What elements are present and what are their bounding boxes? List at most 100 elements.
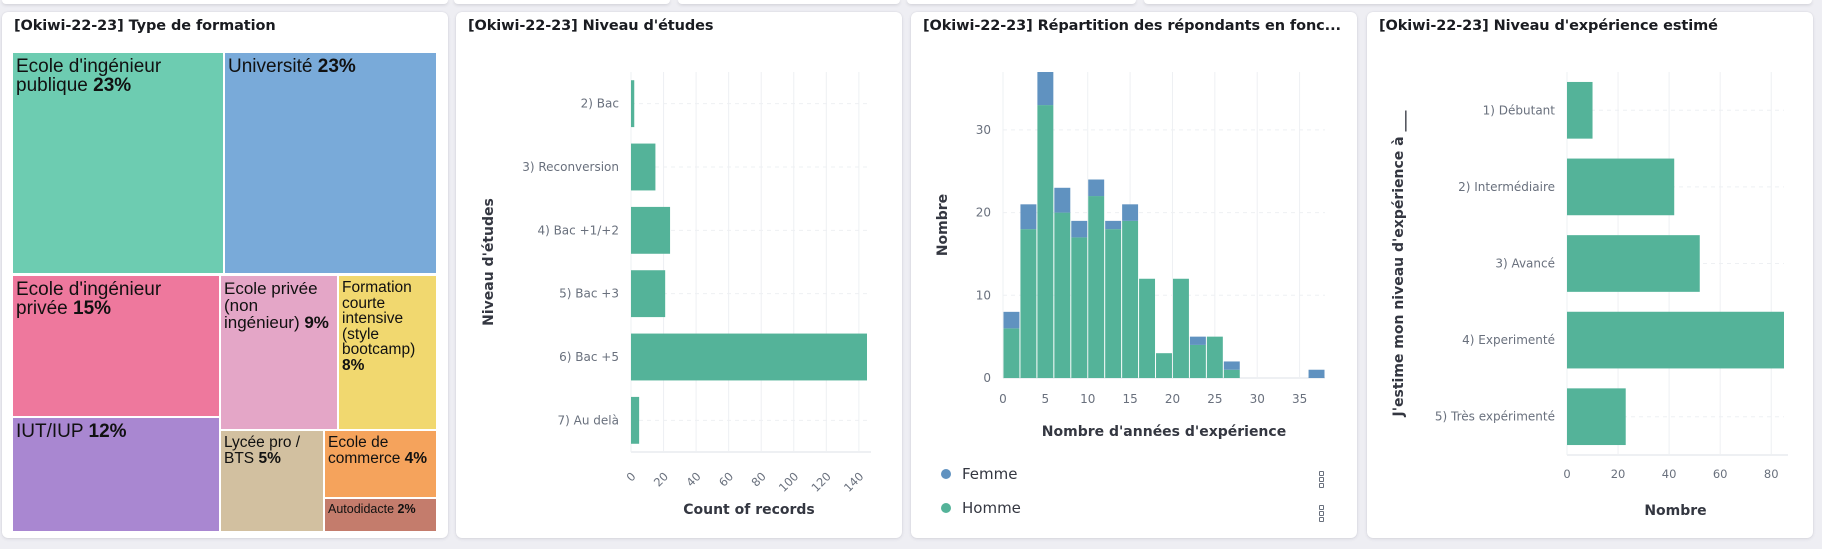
niveau-etudes-bar-chart: 0 20 40 60 80 100 120 140 2) Bac 3) Reconversion 4…	[481, 72, 871, 518]
bar-femme	[1037, 72, 1054, 106]
treemap-percent: 12%	[88, 421, 127, 442]
panel-title: [Okiwi-22-23] Type de formation	[14, 18, 276, 34]
y-tick-label: 10	[976, 288, 991, 302]
x-tick-label: 0	[999, 392, 1007, 406]
x-tick-label: 20	[651, 469, 671, 489]
y-tick-label: 7) Au delà	[558, 413, 619, 427]
experience-histogram: 0 5 10 15 20 25 30 35 0 10 20 30 Nombre d'années d'e…	[935, 72, 1325, 440]
bar-homme	[1088, 196, 1105, 378]
bar-homme	[1189, 344, 1206, 378]
panel-above-3	[678, 0, 900, 4]
bar-homme	[1139, 278, 1156, 378]
x-tick-label: 20	[1165, 392, 1180, 406]
bar-homme	[1122, 220, 1139, 378]
bar	[631, 206, 671, 254]
treemap-cell[interactable]: Formation courte intensive (style bootca…	[339, 276, 436, 429]
bar	[631, 143, 656, 191]
legend-item-femme[interactable]: Femme	[941, 465, 1018, 483]
treemap-cell[interactable]: Ecole privée (non ingénieur) 9%	[221, 276, 337, 429]
treemap-label: Université	[228, 56, 318, 77]
panel-above-5	[1144, 0, 1812, 4]
bar-femme	[1088, 179, 1105, 197]
y-tick-label: 1) Débutant	[1483, 103, 1556, 117]
treemap-label: Ecole privée (non ingénieur)	[224, 279, 318, 332]
x-tick-label: 25	[1207, 392, 1222, 406]
bar	[631, 396, 640, 444]
treemap-cell[interactable]: Ecole d'ingénieur publique 23%	[13, 53, 223, 273]
treemap-percent: 4%	[404, 449, 428, 467]
x-tick-label: 60	[1713, 467, 1728, 481]
bar	[1567, 158, 1675, 216]
bar	[1567, 311, 1784, 369]
x-tick-label: 35	[1292, 392, 1307, 406]
treemap-label: IUT/IUP	[16, 421, 89, 442]
y-axis-title: J'estime mon niveau d'expérience à ___	[1391, 111, 1407, 418]
x-tick-label: 30	[1250, 392, 1265, 406]
bar-femme	[1105, 220, 1122, 230]
bar	[631, 333, 867, 381]
bar-homme	[1003, 328, 1020, 378]
panel-title: [Okiwi-22-23] Répartition des répondants…	[923, 18, 1341, 34]
bar-femme	[1308, 369, 1325, 378]
treemap-cell[interactable]: Lycée pro / BTS 5%	[221, 431, 323, 531]
treemap-label: Formation courte intensive (style bootca…	[342, 279, 416, 358]
legend-options-icon[interactable]	[1319, 471, 1324, 489]
treemap-cell[interactable]: Autodidacte 2%	[325, 499, 436, 531]
x-tick-label: 0	[1563, 467, 1570, 481]
panel-niveau-etudes: [Okiwi-22-23] Niveau d'études 0 20 40 60 80 1…	[456, 12, 902, 538]
x-tick-label: 100	[776, 469, 801, 494]
legend-options-icon[interactable]	[1319, 505, 1324, 523]
x-tick-label: 80	[748, 469, 768, 489]
treemap-percent: 9%	[304, 313, 329, 332]
x-tick-label: 60	[716, 469, 736, 489]
x-tick-label: 80	[1764, 467, 1779, 481]
treemap-percent: 15%	[73, 298, 112, 319]
x-tick-label: 140	[841, 469, 866, 494]
y-tick-label: 0	[983, 371, 991, 385]
treemap-cell[interactable]: IUT/IUP 12%	[13, 418, 219, 531]
treemap-percent: 23%	[317, 56, 356, 77]
panel-above-1	[2, 0, 448, 4]
bar-homme	[1037, 105, 1054, 378]
y-tick-label: 5) Bac +3	[559, 287, 619, 301]
treemap-label: Ecole d'ingénieur publique	[16, 56, 162, 96]
bar-femme	[1189, 336, 1206, 345]
bar-homme	[1172, 278, 1189, 378]
x-tick-label: 0	[623, 469, 638, 484]
treemap-label: Ecole d'ingénieur privée	[16, 279, 162, 319]
treemap-cell[interactable]: Ecole d'ingénieur privée 15%	[13, 276, 219, 416]
x-tick-label: 5	[1042, 392, 1050, 406]
legend-label: Homme	[962, 499, 1021, 517]
treemap-cell[interactable]: Université 23%	[225, 53, 436, 273]
treemap-percent: 8%	[342, 356, 365, 374]
treemap-cell[interactable]: Ecole de commerce 4%	[325, 431, 436, 497]
bar-homme	[1223, 369, 1240, 378]
bar	[1567, 388, 1626, 446]
bar	[631, 80, 635, 128]
legend-item-homme[interactable]: Homme	[941, 499, 1021, 517]
treemap-label: Lycée pro / BTS	[224, 434, 301, 467]
y-tick-label: 20	[976, 206, 991, 220]
legend-dot-femme	[941, 469, 951, 479]
treemap-label: Autodidacte	[328, 502, 398, 516]
y-axis-title: Niveau d'études	[481, 198, 497, 326]
panel-type-de-formation: [Okiwi-22-23] Type de formation Ecole d'…	[2, 12, 448, 538]
panel-repartition-experience: [Okiwi-22-23] Répartition des répondants…	[911, 12, 1357, 538]
y-axis-title: Nombre	[935, 194, 951, 256]
bar-homme	[1206, 336, 1223, 378]
x-axis-title: Nombre	[1644, 503, 1706, 519]
x-tick-label: 15	[1122, 392, 1137, 406]
panel-niveau-experience: [Okiwi-22-23] Niveau d'expérience estimé…	[1367, 12, 1813, 538]
y-tick-label: 30	[976, 123, 991, 137]
bar-homme	[1156, 353, 1172, 378]
niveau-experience-bar-chart: 0 20 40 60 80 1) Débutant 2) Intermédiaire 3) A…	[1391, 72, 1788, 519]
legend-dot-homme	[941, 503, 951, 513]
x-tick-label: 20	[1611, 467, 1626, 481]
bar-homme	[1020, 229, 1037, 378]
panel-above-4	[907, 0, 1136, 4]
x-tick-label: 10	[1080, 392, 1095, 406]
bar-homme	[1071, 237, 1088, 378]
y-tick-label: 6) Bac +5	[559, 350, 619, 364]
x-axis-title: Nombre d'années d'expérience	[1042, 424, 1286, 440]
x-tick-label: 40	[683, 469, 703, 489]
